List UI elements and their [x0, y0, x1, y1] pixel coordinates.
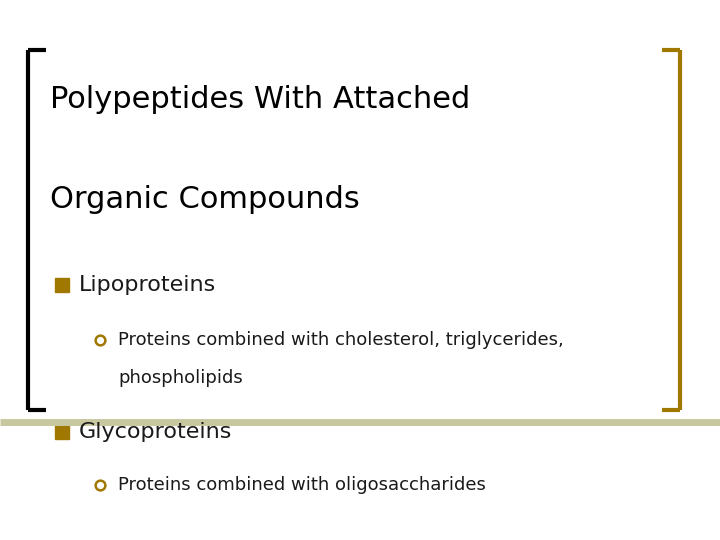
Text: phospholipids: phospholipids — [118, 369, 243, 387]
Text: Lipoproteins: Lipoproteins — [79, 275, 216, 295]
Bar — [55, 425, 69, 439]
Text: Proteins combined with oligosaccharides: Proteins combined with oligosaccharides — [118, 476, 486, 494]
Bar — [55, 278, 69, 292]
Text: Proteins combined with cholesterol, triglycerides,: Proteins combined with cholesterol, trig… — [118, 331, 564, 349]
Text: Polypeptides With Attached: Polypeptides With Attached — [50, 85, 470, 114]
Text: Glycoproteins: Glycoproteins — [79, 422, 233, 442]
Text: Organic Compounds: Organic Compounds — [50, 186, 360, 214]
